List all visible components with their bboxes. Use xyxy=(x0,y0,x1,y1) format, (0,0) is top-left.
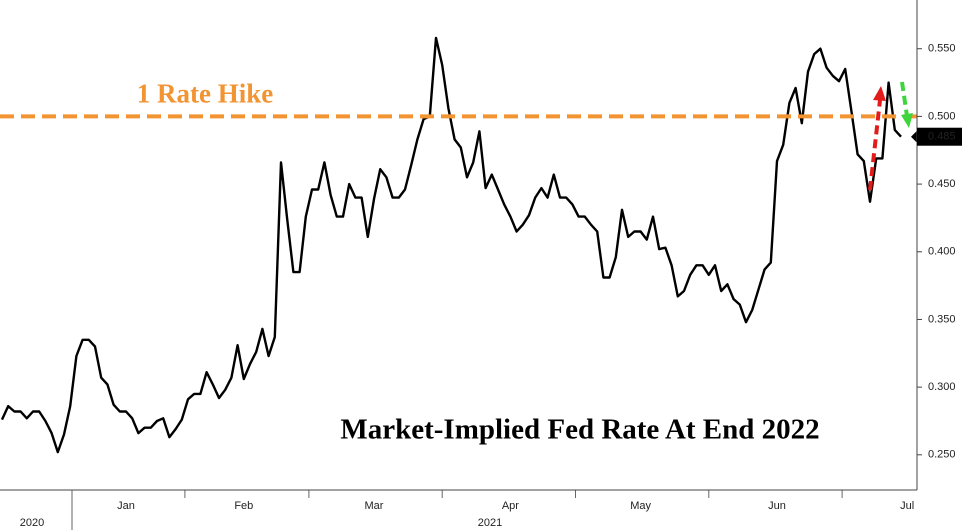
x-tick-label: Feb xyxy=(234,500,253,512)
y-tick-label: 0.500 xyxy=(928,110,956,122)
y-tick-label: 0.550 xyxy=(928,43,956,55)
y-tick-label: 0.250 xyxy=(928,449,956,461)
y-tick-label: 0.400 xyxy=(928,246,956,258)
up-arrow-head xyxy=(873,86,886,101)
down-arrow xyxy=(900,81,909,117)
chart-title: Market-Implied Fed Rate At End 2022 xyxy=(340,414,819,446)
x-tick-label: Apr xyxy=(502,500,519,512)
last-value-pointer xyxy=(911,130,917,143)
x-tick-label: May xyxy=(630,500,651,512)
year-label: 2020 xyxy=(20,517,44,529)
x-tick-label: Mar xyxy=(365,500,384,512)
last-value-box xyxy=(917,127,962,146)
down-arrow-head xyxy=(901,113,913,128)
last-value-label: 0.485 xyxy=(928,131,956,143)
x-tick-label: Jan xyxy=(117,500,135,512)
x-tick-label: Jun xyxy=(768,500,786,512)
trend-arrows xyxy=(868,81,913,191)
up-arrow xyxy=(868,99,882,191)
reference-label: 1 Rate Hike xyxy=(137,79,273,109)
y-tick-label: 0.350 xyxy=(928,313,956,325)
year-label: 2021 xyxy=(478,517,502,529)
x-tick-label: Jul xyxy=(900,500,914,512)
series-line xyxy=(0,36,902,454)
y-tick-label: 0.300 xyxy=(928,381,956,393)
y-tick-label: 0.450 xyxy=(928,178,956,190)
